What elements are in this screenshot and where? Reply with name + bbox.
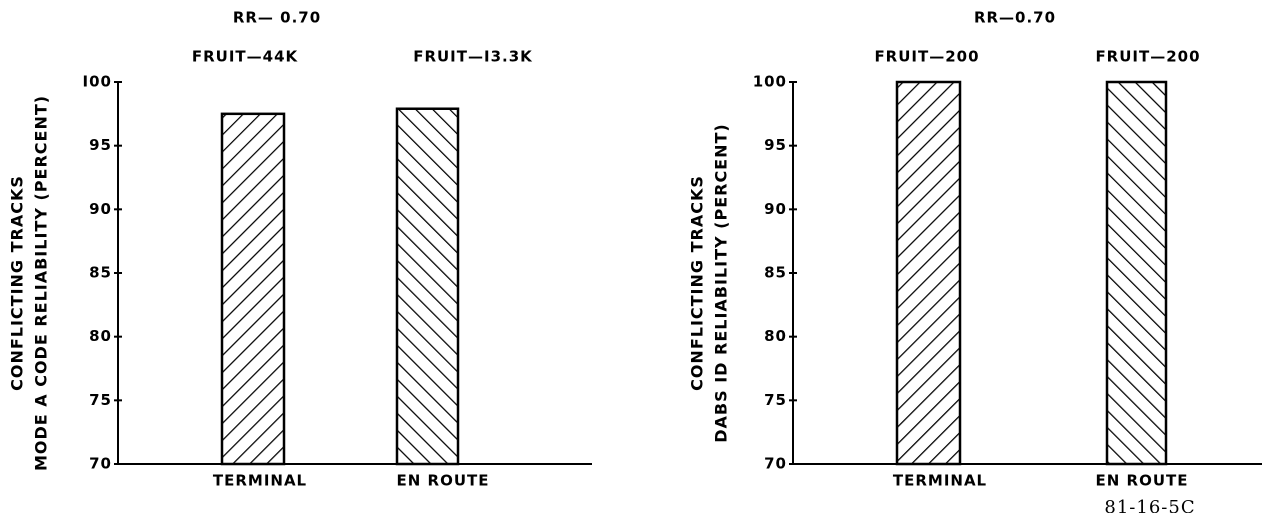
y-tick-label: 75 <box>89 391 112 409</box>
y-axis-label: DABS ID RELIABILITY (PERCENT) <box>712 123 731 442</box>
y-tick-label: 100 <box>753 73 787 91</box>
y-tick-label: 90 <box>89 200 112 218</box>
bar-annotation: FRUIT—I3.3K <box>413 48 533 66</box>
y-axis-label: CONFLICTING TRACKS <box>688 175 707 391</box>
y-tick-label: 95 <box>89 136 112 154</box>
y-axis-label: CONFLICTING TRACKS <box>8 175 27 391</box>
y-tick-label: 85 <box>89 264 112 282</box>
y-tick-label: 85 <box>764 264 787 282</box>
y-tick-label: 70 <box>89 455 112 473</box>
bar-annotation: FRUIT—200 <box>874 48 979 66</box>
x-tick-label: EN ROUTE <box>397 472 490 490</box>
bar-annotation: FRUIT—200 <box>1095 48 1200 66</box>
bar-annotation: FRUIT—44K <box>192 48 299 66</box>
figure-id: 81-16-5C <box>1104 497 1195 513</box>
y-tick-label: 80 <box>764 327 787 345</box>
chart-title: RR—0.70 <box>974 9 1056 27</box>
chart-title: RR— 0.70 <box>233 9 321 27</box>
x-tick-label: TERMINAL <box>213 472 307 490</box>
y-tick-label: I00 <box>83 73 112 91</box>
y-tick-label: 95 <box>764 136 787 154</box>
y-axis-label: MODE A CODE RELIABILITY (PERCENT) <box>32 95 51 471</box>
x-tick-label: EN ROUTE <box>1096 472 1189 490</box>
bar <box>220 112 286 466</box>
bar <box>895 80 962 466</box>
bar <box>1105 80 1168 466</box>
y-tick-label: 70 <box>764 455 787 473</box>
y-tick-label: 80 <box>89 327 112 345</box>
y-tick-label: 75 <box>764 391 787 409</box>
x-tick-label: TERMINAL <box>893 472 987 490</box>
y-tick-label: 90 <box>764 200 787 218</box>
bar <box>395 107 460 466</box>
